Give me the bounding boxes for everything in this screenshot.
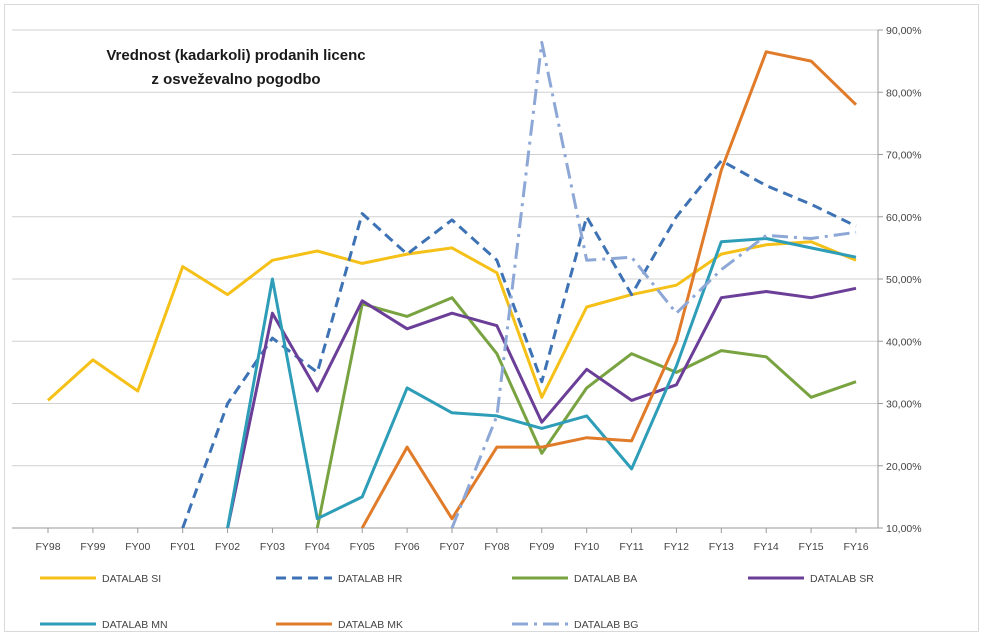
- x-tick-label: FY13: [709, 541, 734, 553]
- x-tick-label: FY06: [395, 541, 420, 553]
- series-line-datalab-hr: [181, 159, 857, 528]
- x-tick-label: FY05: [350, 541, 375, 553]
- x-tick-label: FY01: [170, 541, 195, 553]
- series-line-datalab-bg: [450, 40, 857, 528]
- x-tick-label: FY04: [305, 541, 330, 553]
- x-tick-label: FY16: [843, 541, 868, 553]
- x-axis: FY98 FY99 FY00 FY01 FY02 FY03 FY04 FY05 FY06 FY07…: [12, 527, 878, 553]
- legend-label: DATALAB MN: [102, 619, 168, 631]
- legend: DATALAB SI DATALAB HR DATALAB BA DATALAB SR…: [40, 573, 874, 631]
- series-line-datalab-sr: [226, 286, 857, 528]
- series-line-datalab-mk: [360, 50, 858, 528]
- gridlines: [12, 29, 878, 529]
- y-tick-label: 30,00%: [886, 399, 922, 411]
- y-tick-label: 10,00%: [886, 523, 922, 535]
- x-tick-label: FY10: [574, 541, 599, 553]
- x-tick-label: FY02: [215, 541, 240, 553]
- legend-label: DATALAB HR: [338, 573, 403, 585]
- x-tick-label: FY00: [125, 541, 150, 553]
- chart-title: Vrednost (kadarkoli) prodanih licenc z o…: [106, 47, 365, 88]
- x-tick-label: FY99: [80, 541, 105, 553]
- y-axis: 10,00% 20,00% 30,00% 40,00% 50,00% 60,00% 70,0…: [877, 25, 922, 535]
- chart-title-line-1: Vrednost (kadarkoli) prodanih licenc: [106, 47, 365, 64]
- y-tick-label: 80,00%: [886, 87, 922, 99]
- series-line-datalab-ba: [315, 296, 857, 528]
- x-tick-label: FY08: [484, 541, 509, 553]
- y-tick-label: 40,00%: [886, 336, 922, 348]
- x-tick-label: FY11: [619, 541, 643, 553]
- series-lines: [46, 40, 858, 528]
- series-line-datalab-si: [46, 240, 857, 402]
- x-tick-label: FY12: [664, 541, 689, 553]
- y-tick-label: 50,00%: [886, 274, 922, 286]
- legend-label: DATALAB BG: [574, 619, 638, 631]
- x-tick-label: FY15: [799, 541, 824, 553]
- x-tick-label: FY03: [260, 541, 285, 553]
- x-tick-label: FY09: [529, 541, 554, 553]
- legend-label: DATALAB BA: [574, 573, 637, 585]
- y-tick-label: 90,00%: [886, 25, 922, 37]
- series-line-datalab-mn: [226, 237, 857, 528]
- legend-label: DATALAB SI: [102, 573, 161, 585]
- x-tick-label: FY14: [754, 541, 779, 553]
- x-tick-label: FY98: [35, 541, 60, 553]
- y-tick-label: 70,00%: [886, 150, 922, 162]
- y-tick-label: 60,00%: [886, 212, 922, 224]
- legend-label: DATALAB SR: [810, 573, 874, 585]
- legend-label: DATALAB MK: [338, 619, 403, 631]
- y-tick-label: 20,00%: [886, 461, 922, 473]
- chart-title-line-2: z osveževalno pogodbo: [151, 71, 320, 88]
- x-tick-label: FY07: [439, 541, 464, 553]
